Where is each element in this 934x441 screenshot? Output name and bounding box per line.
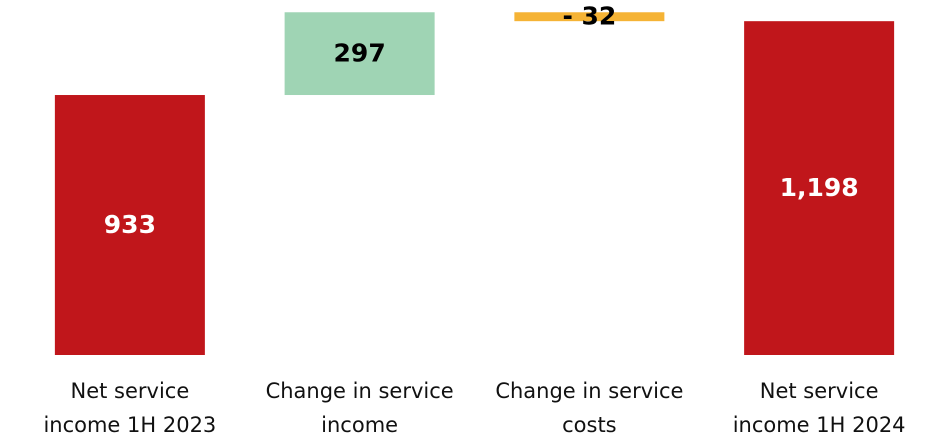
x-tick-label: income <box>321 413 398 437</box>
bar <box>54 95 205 355</box>
value-label: - 32 <box>562 2 616 31</box>
x-tick-label: Net service <box>70 379 189 403</box>
x-tick-label: Net service <box>760 379 879 403</box>
x-tick-label: Change in service <box>495 379 683 403</box>
x-tick-label: income 1H 2023 <box>43 413 216 437</box>
bar <box>284 12 435 96</box>
value-label: 933 <box>104 210 156 239</box>
x-tick-label: Change in service <box>266 379 454 403</box>
value-label: 297 <box>334 39 386 68</box>
x-tick-label: costs <box>562 413 617 437</box>
x-tick-label: income 1H 2024 <box>733 413 906 437</box>
bar <box>744 21 895 355</box>
bar <box>514 12 665 22</box>
value-label: 1,198 <box>780 173 859 202</box>
